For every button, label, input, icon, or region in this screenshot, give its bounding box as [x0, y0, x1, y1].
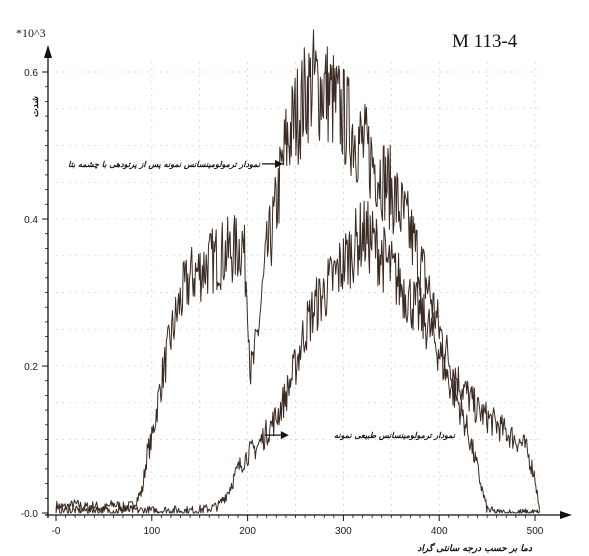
chart-title: M 113-4: [452, 31, 518, 52]
y-scale-label: *10^3: [16, 26, 46, 40]
x-axis-arrowhead: [560, 511, 572, 519]
y-tick-label: 0.4: [24, 215, 38, 226]
y-tick-label: -0.0: [21, 509, 39, 520]
series-layer: [55, 29, 541, 514]
x-tick-label: 500: [527, 526, 544, 537]
ticks: -0 100 200 300 400 500 -0.0 0.2 0.4 0.6: [21, 68, 544, 537]
x-tick-label: 200: [239, 526, 256, 537]
annotation-1-arrowhead: [275, 159, 284, 168]
x-tick-label: 100: [143, 526, 160, 537]
y-axis-label: شدت: [31, 96, 41, 117]
annotation-2-arrowhead: [280, 431, 289, 440]
x-tick-label: 300: [335, 526, 352, 537]
annotation-2-label: نمودار ترمولومینسانس طبیعی نمونه: [334, 431, 456, 441]
annotation-1-label: نمودار ترمولومینسانس نمونه پس از پرتودهی…: [68, 160, 261, 170]
y-axis-arrowhead: [44, 45, 52, 58]
x-tick-label: -0: [52, 526, 61, 537]
x-tick-label: 400: [431, 526, 448, 537]
series-2-line: [55, 200, 541, 514]
y-tick-label: 0.2: [24, 362, 38, 373]
y-tick-label: 0.6: [24, 68, 38, 79]
annotations: نمودار ترمولومینسانس نمونه پس از پرتودهی…: [68, 159, 456, 441]
x-axis-label: دما بر حسب درجه سانتی گراد: [417, 542, 533, 554]
series-1-line: [55, 29, 541, 512]
